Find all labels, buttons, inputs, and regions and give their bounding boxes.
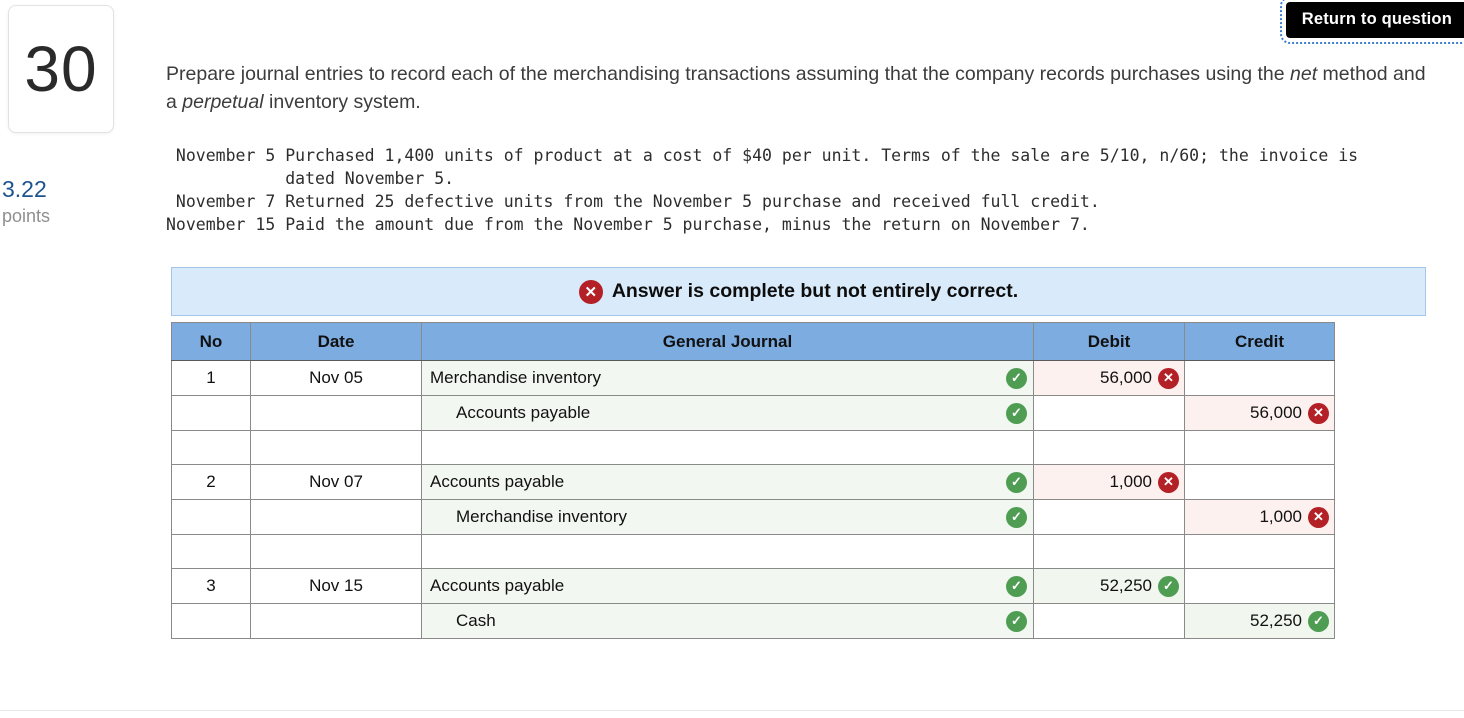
correct-icon: ✓: [1308, 610, 1329, 632]
cell-no: 1: [171, 360, 251, 396]
bottom-divider: [0, 710, 1464, 711]
cell-debit: [1033, 603, 1185, 639]
header-debit: Debit: [1033, 322, 1185, 361]
question-number-card: 30: [8, 5, 114, 133]
cell-date: Nov 05: [250, 360, 422, 396]
incorrect-icon: ✕: [1158, 367, 1179, 389]
result-banner: ✕ Answer is complete but not entirely co…: [171, 267, 1426, 316]
spacer-row: [171, 534, 1335, 569]
instruction-italic-perpetual: perpetual: [182, 91, 264, 113]
cell-account: Accounts payable: [430, 576, 565, 595]
instruction-part3: inventory system.: [263, 91, 421, 113]
table-row: Accounts payable ✓ 56,000 ✕: [171, 395, 1335, 431]
cell-no: [171, 603, 251, 639]
header-general-journal: General Journal: [421, 322, 1034, 361]
cell-date: [250, 603, 422, 639]
cell-account: Cash: [456, 611, 496, 630]
cell-debit: [1033, 499, 1185, 535]
cell-credit: 1,000: [1259, 507, 1302, 526]
table-row: Cash ✓ 52,250 ✓: [171, 603, 1335, 639]
transactions-text: November 5 Purchased 1,400 units of prod…: [166, 146, 1359, 234]
cell-debit: [1033, 395, 1185, 431]
cell-no: 3: [171, 568, 251, 604]
cell-debit: 56,000: [1100, 368, 1152, 387]
cell-account: Merchandise inventory: [430, 368, 602, 387]
cell-date: Nov 15: [250, 568, 422, 604]
cell-credit: [1184, 360, 1335, 396]
cell-account: Accounts payable: [456, 403, 591, 422]
cell-credit: [1184, 464, 1335, 500]
instruction-part2: method and a: [166, 63, 1426, 113]
correct-icon: ✓: [1006, 471, 1027, 493]
incorrect-icon: ✕: [1308, 402, 1329, 424]
correct-icon: ✓: [1158, 575, 1179, 597]
instruction-part1: Prepare journal entries to record each o…: [166, 63, 1291, 85]
cell-no: 2: [171, 464, 251, 500]
correct-icon: ✓: [1006, 610, 1027, 632]
cell-date: Nov 07: [250, 464, 422, 500]
correct-icon: ✓: [1006, 575, 1027, 597]
cell-account: Accounts payable: [430, 472, 565, 491]
header-no: No: [171, 322, 251, 361]
correct-icon: ✓: [1006, 367, 1027, 389]
table-row: Merchandise inventory ✓ 1,000 ✕: [171, 499, 1335, 535]
cell-debit: 1,000: [1109, 472, 1152, 491]
cell-date: [250, 395, 422, 431]
result-banner-message: Answer is complete but not entirely corr…: [611, 280, 1019, 302]
spacer-row: [171, 430, 1335, 465]
cell-account: Merchandise inventory: [456, 507, 628, 526]
cell-no: [171, 499, 251, 535]
instruction-text: Prepare journal entries to record each o…: [166, 60, 1438, 116]
correct-icon: ✓: [1006, 506, 1027, 528]
table-row: 1 Nov 05 Merchandise inventory ✓ 56,000 ✕: [171, 360, 1335, 396]
return-to-question-button[interactable]: Return to question: [1279, 0, 1464, 44]
instruction-italic-net: net: [1290, 63, 1318, 85]
table-row: 3 Nov 15 Accounts payable ✓ 52,250 ✓: [171, 568, 1335, 604]
cell-credit: 52,250: [1250, 611, 1302, 630]
table-row: 2 Nov 07 Accounts payable ✓ 1,000 ✕: [171, 464, 1335, 500]
journal-table: No Date General Journal Debit Credit 1 N…: [171, 322, 1335, 639]
cell-credit: 56,000: [1250, 403, 1302, 422]
cell-debit: 52,250: [1100, 576, 1152, 595]
cell-credit: [1184, 568, 1335, 604]
question-number: 30: [24, 33, 98, 105]
header-credit: Credit: [1184, 322, 1335, 361]
header-date: Date: [250, 322, 422, 361]
correct-icon: ✓: [1006, 402, 1027, 424]
incorrect-icon: ✕: [1308, 506, 1329, 528]
cell-date: [250, 499, 422, 535]
points-value: 3.22: [2, 176, 47, 202]
incorrect-icon: ✕: [578, 279, 603, 304]
points-display: 3.22 points: [2, 176, 50, 227]
incorrect-icon: ✕: [1158, 471, 1179, 493]
journal-table-header-row: No Date General Journal Debit Credit: [171, 322, 1335, 361]
cell-no: [171, 395, 251, 431]
points-label: points: [2, 205, 51, 226]
